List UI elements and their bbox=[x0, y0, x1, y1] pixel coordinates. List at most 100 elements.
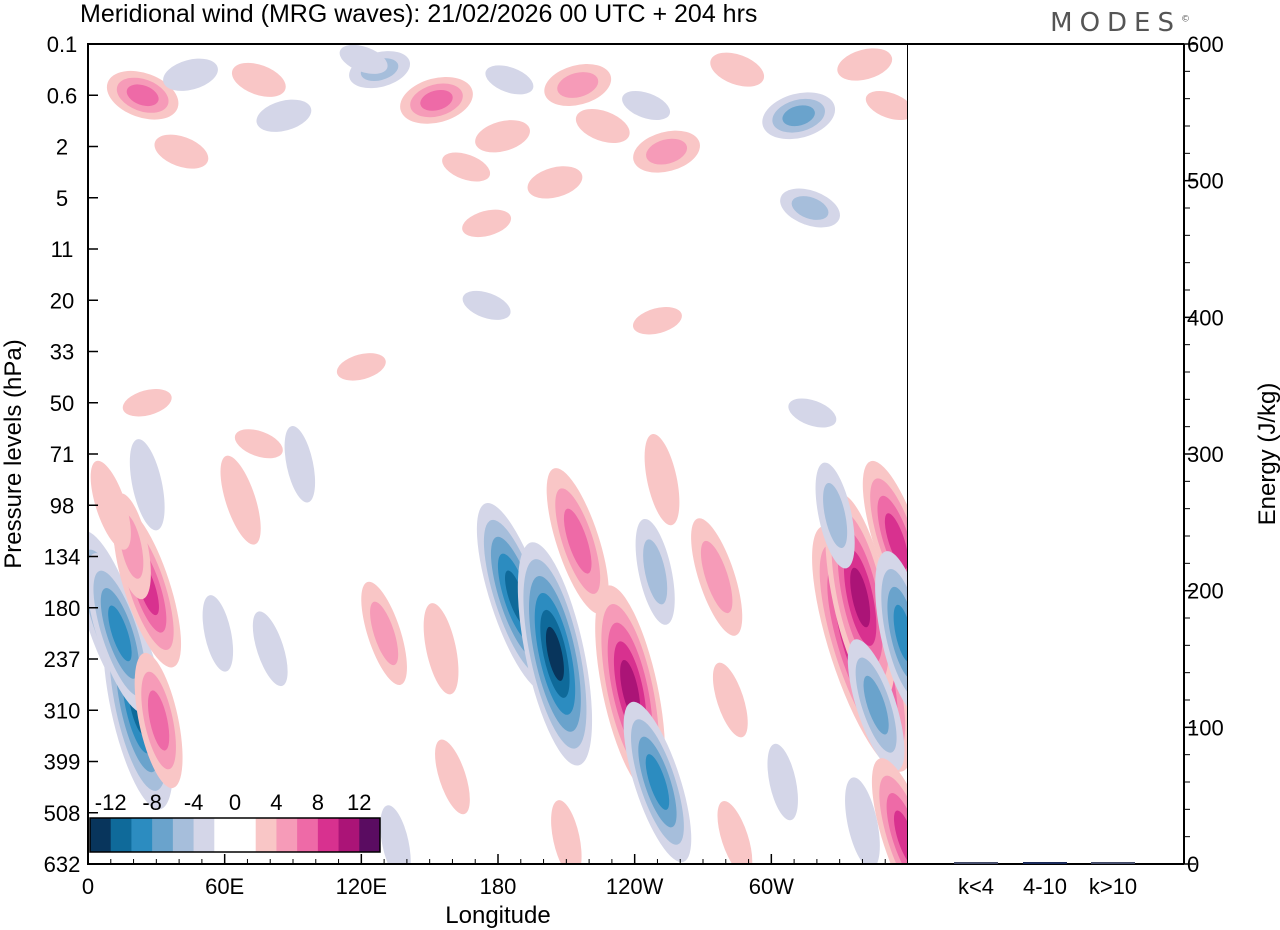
y-tick-label: 508 bbox=[44, 801, 81, 826]
energy-tick-label: 0 bbox=[1187, 852, 1199, 877]
chart-title: Meridional wind (MRG waves): 21/02/2026 … bbox=[80, 0, 757, 28]
anomaly-cell bbox=[517, 542, 593, 766]
y-tick-label: 0.1 bbox=[47, 32, 78, 57]
y-tick-label: 33 bbox=[50, 340, 74, 365]
longitude-axis: 0 60E 120E 180 120W 60W bbox=[82, 854, 886, 899]
contour-level bbox=[767, 743, 798, 821]
contour-level bbox=[420, 89, 453, 111]
contour-level bbox=[122, 389, 172, 417]
contour-level bbox=[163, 58, 218, 91]
contour-level bbox=[645, 754, 670, 810]
contour-level bbox=[788, 398, 837, 428]
energy-bar bbox=[1023, 862, 1067, 864]
contour-level bbox=[234, 429, 283, 459]
colorbar-swatch bbox=[172, 818, 195, 852]
energy-category-label: k<4 bbox=[958, 874, 994, 899]
contour-level bbox=[893, 604, 908, 662]
anomaly-cell bbox=[134, 652, 183, 789]
anomaly-cell bbox=[633, 130, 700, 173]
contour-level bbox=[622, 90, 671, 121]
anomaly-cell bbox=[546, 468, 609, 615]
contour-level bbox=[462, 209, 512, 238]
contour-level bbox=[850, 567, 871, 628]
anomaly-cell bbox=[435, 739, 470, 815]
colorbar-swatch bbox=[276, 818, 298, 852]
anomaly-cell bbox=[691, 518, 743, 636]
contour-level bbox=[336, 353, 386, 381]
colorbar-swatch bbox=[110, 818, 132, 852]
energy-axis-label: Energy (J/kg) bbox=[1254, 383, 1280, 526]
contour-level bbox=[823, 482, 848, 549]
colorbar-label: 8 bbox=[312, 790, 324, 815]
contour-level bbox=[710, 52, 765, 87]
contour-level bbox=[90, 460, 131, 550]
x-axis-label: Longitude bbox=[445, 902, 550, 929]
anomaly-cell bbox=[106, 70, 179, 120]
anomaly-cell bbox=[767, 743, 798, 821]
y-tick-label: 11 bbox=[51, 237, 74, 262]
contour-level bbox=[147, 690, 170, 751]
energy-bar bbox=[1091, 862, 1135, 864]
anomaly-cell bbox=[256, 99, 312, 132]
contour-level bbox=[643, 539, 668, 605]
x-tick-label: 60W bbox=[749, 874, 794, 899]
contour-level bbox=[462, 290, 511, 320]
contour-level bbox=[865, 90, 908, 121]
colorbar-frame bbox=[89, 817, 381, 853]
energy-tick-label: 400 bbox=[1187, 305, 1224, 330]
energy-tick-label: 100 bbox=[1187, 715, 1224, 740]
y-tick-label: 180 bbox=[44, 596, 81, 621]
anomaly-cell bbox=[234, 429, 283, 459]
contour-level bbox=[256, 99, 312, 132]
colorbar-label: -12 bbox=[95, 790, 127, 815]
anomaly-cell bbox=[710, 52, 765, 87]
anomaly-cell bbox=[575, 109, 630, 143]
anomaly-cell bbox=[339, 44, 388, 74]
colorbar-swatch bbox=[235, 818, 257, 852]
contour-level bbox=[252, 611, 288, 687]
anomaly-cell bbox=[122, 389, 172, 417]
colorbar-swatch bbox=[338, 818, 360, 852]
y-tick-label: 134 bbox=[44, 545, 81, 570]
y-tick-label: 71 bbox=[50, 442, 74, 467]
anomaly-cell bbox=[837, 48, 893, 81]
anomaly-cell bbox=[527, 166, 583, 199]
contour-level bbox=[782, 105, 815, 127]
contour-level bbox=[108, 605, 132, 662]
colorbar-swatch bbox=[317, 818, 340, 852]
anomaly-cell bbox=[875, 551, 908, 716]
contour-level bbox=[485, 65, 534, 95]
anomaly-cell bbox=[400, 76, 473, 124]
colorbar-swatch bbox=[90, 818, 112, 852]
contour-level bbox=[220, 455, 261, 545]
anomaly-cell bbox=[220, 455, 261, 545]
anomaly-cell bbox=[780, 188, 840, 228]
energy-bar bbox=[954, 862, 998, 864]
contour-level bbox=[231, 62, 286, 97]
colorbar-swatch bbox=[131, 818, 153, 852]
y-tick-label: 2 bbox=[56, 135, 68, 160]
x-tick-label: 180 bbox=[480, 874, 517, 899]
anomaly-cell bbox=[845, 777, 880, 864]
anomaly-cell bbox=[544, 64, 612, 106]
anomaly-cell bbox=[862, 460, 908, 622]
y-tick-label: 20 bbox=[50, 288, 74, 313]
modes-logo: MODES© bbox=[1050, 8, 1190, 38]
contour-level bbox=[632, 307, 682, 335]
contour-level bbox=[126, 84, 159, 107]
contour-level bbox=[700, 540, 733, 614]
colorbar-swatch bbox=[255, 818, 277, 852]
contour-level bbox=[837, 48, 893, 81]
contour-level bbox=[884, 513, 908, 570]
contour-level bbox=[423, 603, 459, 695]
energy-tick-label: 500 bbox=[1187, 169, 1224, 194]
energy-tick-label: 200 bbox=[1187, 579, 1224, 604]
anomaly-cell bbox=[154, 134, 209, 169]
anomaly-cell bbox=[717, 801, 753, 864]
y-tick-label: 98 bbox=[50, 493, 74, 518]
energy-category-label: 4-10 bbox=[1023, 874, 1067, 899]
y-tick-label: 5 bbox=[56, 186, 68, 211]
anomaly-cell bbox=[442, 152, 491, 182]
anomaly-cell bbox=[788, 398, 837, 428]
